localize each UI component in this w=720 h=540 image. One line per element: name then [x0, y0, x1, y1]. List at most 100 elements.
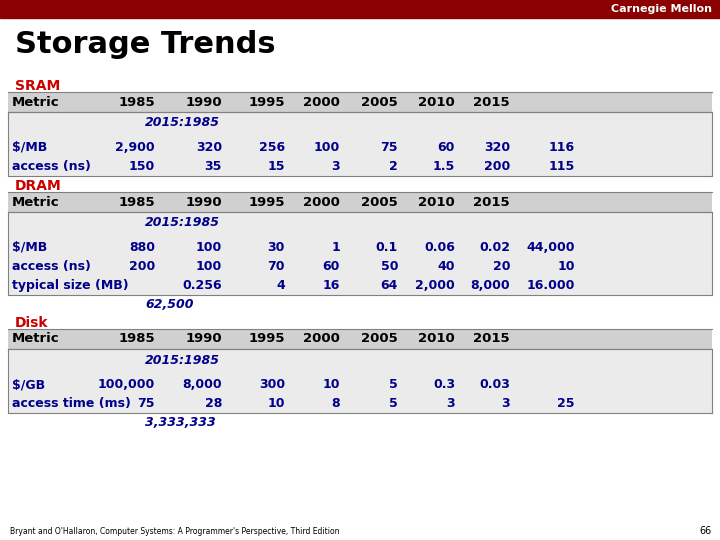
Text: 5: 5 [390, 397, 398, 410]
Text: DRAM: DRAM [15, 179, 62, 193]
Text: 40: 40 [438, 260, 455, 273]
Text: 0.1: 0.1 [376, 241, 398, 254]
Bar [8, 112, 712, 176]
Text: 60: 60 [323, 260, 340, 273]
Text: access (ns): access (ns) [12, 160, 91, 173]
Text: 1990: 1990 [185, 333, 222, 346]
Text: 2005: 2005 [361, 195, 398, 208]
Text: 0.256: 0.256 [182, 279, 222, 292]
Text: 1.5: 1.5 [433, 160, 455, 173]
Text: Storage Trends: Storage Trends [15, 30, 276, 59]
Text: 62,500: 62,500 [145, 298, 194, 310]
Text: 2015: 2015 [473, 96, 510, 109]
Text: 2000: 2000 [303, 195, 340, 208]
Text: 10: 10 [323, 378, 340, 391]
Text: 66: 66 [700, 526, 712, 536]
Text: 2: 2 [390, 160, 398, 173]
Text: 2000: 2000 [303, 96, 340, 109]
Text: Metric: Metric [12, 333, 60, 346]
Bar [8, 92, 712, 112]
Text: 1: 1 [331, 241, 340, 254]
Text: 64: 64 [381, 279, 398, 292]
Text: 100,000: 100,000 [98, 378, 155, 391]
Text: 28: 28 [204, 397, 222, 410]
Text: 880: 880 [129, 241, 155, 254]
Text: Bryant and O'Hallaron, Computer Systems: A Programmer's Perspective, Third Editi: Bryant and O'Hallaron, Computer Systems:… [10, 527, 340, 536]
Text: typical size (MB): typical size (MB) [12, 279, 129, 292]
Text: 0.03: 0.03 [479, 378, 510, 391]
Text: 1995: 1995 [248, 195, 285, 208]
Text: 0.3: 0.3 [433, 378, 455, 391]
Text: 20: 20 [492, 260, 510, 273]
Text: 100: 100 [196, 260, 222, 273]
Bar [8, 349, 712, 413]
Text: 320: 320 [196, 141, 222, 154]
Text: 2010: 2010 [418, 333, 455, 346]
Text: 200: 200 [129, 260, 155, 273]
Text: 100: 100 [196, 241, 222, 254]
Text: 1995: 1995 [248, 96, 285, 109]
Text: 256: 256 [259, 141, 285, 154]
Text: 5: 5 [390, 378, 398, 391]
Text: 2,900: 2,900 [115, 141, 155, 154]
Text: 1985: 1985 [118, 333, 155, 346]
Text: 2005: 2005 [361, 96, 398, 109]
Text: 100: 100 [314, 141, 340, 154]
Text: 320: 320 [484, 141, 510, 154]
Bar [0, 0, 720, 18]
Text: 0.02: 0.02 [479, 241, 510, 254]
Text: Disk: Disk [15, 316, 48, 330]
Text: Metric: Metric [12, 96, 60, 109]
Text: Carnegie Mellon: Carnegie Mellon [611, 4, 712, 14]
Text: SRAM: SRAM [15, 79, 60, 93]
Text: $/MB: $/MB [12, 141, 48, 154]
Text: 3: 3 [331, 160, 340, 173]
Text: 2010: 2010 [418, 195, 455, 208]
Text: 10: 10 [268, 397, 285, 410]
Text: 300: 300 [259, 378, 285, 391]
Text: 1990: 1990 [185, 96, 222, 109]
Bar [8, 212, 712, 295]
Text: 2015: 2015 [473, 195, 510, 208]
Text: 2015:1985: 2015:1985 [145, 354, 220, 367]
Text: 2015:1985: 2015:1985 [145, 217, 220, 230]
Text: 2000: 2000 [303, 333, 340, 346]
Text: 35: 35 [204, 160, 222, 173]
Text: 8: 8 [331, 397, 340, 410]
Text: 1985: 1985 [118, 96, 155, 109]
Text: 2015: 2015 [473, 333, 510, 346]
Text: 10: 10 [557, 260, 575, 273]
Text: access (ns): access (ns) [12, 260, 91, 273]
Text: Metric: Metric [12, 195, 60, 208]
Text: 70: 70 [268, 260, 285, 273]
Text: 3: 3 [501, 397, 510, 410]
Text: 4: 4 [276, 279, 285, 292]
Text: 30: 30 [268, 241, 285, 254]
Text: 8,000: 8,000 [470, 279, 510, 292]
Text: 1995: 1995 [248, 333, 285, 346]
Text: 16.000: 16.000 [526, 279, 575, 292]
Text: 2010: 2010 [418, 96, 455, 109]
Text: 2015:1985: 2015:1985 [145, 117, 220, 130]
Text: 1990: 1990 [185, 195, 222, 208]
Text: 60: 60 [438, 141, 455, 154]
Bar [8, 192, 712, 212]
Text: 44,000: 44,000 [526, 241, 575, 254]
Text: 8,000: 8,000 [182, 378, 222, 391]
Text: 150: 150 [129, 160, 155, 173]
Text: $/GB: $/GB [12, 378, 45, 391]
Text: 2005: 2005 [361, 333, 398, 346]
Text: 116: 116 [549, 141, 575, 154]
Text: 2,000: 2,000 [415, 279, 455, 292]
Text: 0.06: 0.06 [424, 241, 455, 254]
Text: 3: 3 [446, 397, 455, 410]
Text: 115: 115 [549, 160, 575, 173]
Bar [8, 329, 712, 349]
Text: 3,333,333: 3,333,333 [145, 415, 216, 429]
Text: 25: 25 [557, 397, 575, 410]
Text: 75: 75 [138, 397, 155, 410]
Text: 75: 75 [380, 141, 398, 154]
Text: $/MB: $/MB [12, 241, 48, 254]
Text: 15: 15 [268, 160, 285, 173]
Text: 200: 200 [484, 160, 510, 173]
